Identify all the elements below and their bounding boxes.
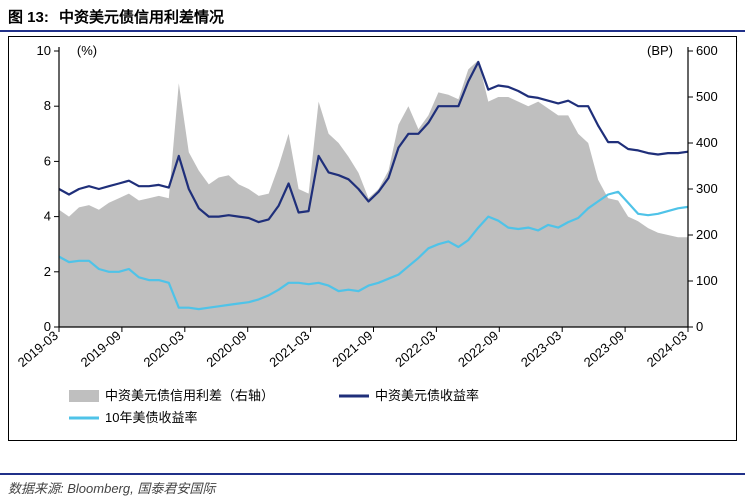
series-spread-area [59,60,688,327]
ytick-right-label: 300 [696,181,718,196]
xtick-label: 2022-09 [455,328,501,370]
xtick-label: 2020-03 [141,328,187,370]
xtick-label: 2019-09 [78,328,124,370]
legend-label: 中资美元债信用利差（右轴） [105,388,274,403]
source-text: Bloomberg, 国泰君安国际 [67,481,215,496]
legend-label: 中资美元债收益率 [375,388,479,403]
ytick-left-label: 6 [44,153,51,168]
ytick-right-label: 500 [696,89,718,104]
figure-number: 图 13: [8,9,49,26]
footer-rule [0,473,745,475]
ytick-left-label: 8 [44,98,51,113]
xtick-label: 2023-09 [581,328,627,370]
figure-title: 中资美元债信用利差情况 [59,9,224,26]
left-unit: (%) [77,43,97,58]
xtick-label: 2019-03 [15,328,61,370]
ytick-left-label: 2 [44,264,51,279]
xtick-label: 2023-03 [518,328,564,370]
right-unit: (BP) [647,43,673,58]
chart-svg: 02468100100200300400500600(%)(BP)2019-03… [9,37,738,442]
ytick-right-label: 400 [696,135,718,150]
source-prefix: 数据来源: [8,481,64,496]
title-rule [0,30,745,32]
ytick-left-label: 4 [44,209,51,224]
chart-panel: 02468100100200300400500600(%)(BP)2019-03… [8,36,737,441]
ytick-right-label: 200 [696,227,718,242]
figure-container: 图 13: 中资美元债信用利差情况 格隆汇 024681001002003004… [0,0,745,503]
legend-swatch [69,390,99,402]
ytick-left-label: 10 [37,43,51,58]
figure-title-bar: 图 13: 中资美元债信用利差情况 [0,6,745,27]
xtick-label: 2022-03 [392,328,438,370]
ytick-right-label: 600 [696,43,718,58]
xtick-label: 2021-03 [266,328,312,370]
xtick-label: 2024-03 [644,328,690,370]
ytick-right-label: 0 [696,319,703,334]
legend-label: 10年美债收益率 [105,410,197,425]
xtick-label: 2020-09 [203,328,249,370]
xtick-label: 2021-09 [329,328,375,370]
source-line: 数据来源: Bloomberg, 国泰君安国际 [8,478,215,497]
ytick-right-label: 100 [696,273,718,288]
